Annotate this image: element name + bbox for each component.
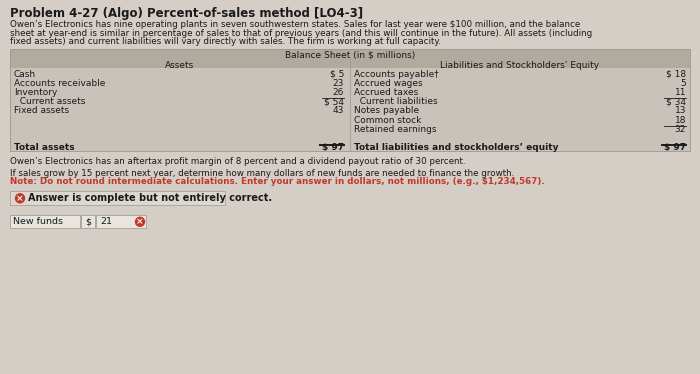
Text: Fixed assets: Fixed assets — [14, 106, 69, 115]
Text: Retained earnings: Retained earnings — [354, 125, 437, 134]
Text: Current liabilities: Current liabilities — [354, 97, 438, 106]
Circle shape — [15, 194, 24, 203]
Text: Problem 4-27 (Algo) Percent-of-sales method [LO4-3]: Problem 4-27 (Algo) Percent-of-sales met… — [10, 7, 363, 20]
Text: $: $ — [85, 217, 91, 226]
Text: 5: 5 — [680, 79, 686, 88]
Text: Owen’s Electronics has nine operating plants in seven southwestern states. Sales: Owen’s Electronics has nine operating pl… — [10, 20, 580, 29]
Bar — [10, 49, 690, 59]
Text: 21: 21 — [100, 217, 112, 226]
FancyBboxPatch shape — [81, 215, 95, 228]
Text: Common stock: Common stock — [354, 116, 421, 125]
Text: 43: 43 — [332, 106, 344, 115]
Circle shape — [136, 217, 144, 226]
Text: Total liabilities and stockholders’ equity: Total liabilities and stockholders’ equi… — [354, 143, 559, 152]
Text: Balance Sheet (in $ millions): Balance Sheet (in $ millions) — [285, 50, 415, 59]
Text: Accrued wages: Accrued wages — [354, 79, 423, 88]
Text: 26: 26 — [332, 88, 344, 97]
Text: ×: × — [16, 194, 24, 203]
Text: $ 34: $ 34 — [666, 97, 686, 106]
FancyBboxPatch shape — [96, 215, 146, 228]
Text: sheet at year-end is similar in percentage of sales to that of previous years (a: sheet at year-end is similar in percenta… — [10, 28, 592, 37]
Bar — [10, 68, 690, 151]
Text: 32: 32 — [675, 125, 686, 134]
FancyBboxPatch shape — [10, 191, 225, 205]
Text: 23: 23 — [332, 79, 344, 88]
Text: $ 97: $ 97 — [322, 143, 344, 152]
Bar — [10, 49, 690, 151]
Text: Cash: Cash — [14, 70, 36, 79]
Text: ×: × — [136, 217, 144, 226]
Text: $ 54: $ 54 — [324, 97, 344, 106]
Text: 11: 11 — [675, 88, 686, 97]
Bar — [10, 59, 690, 68]
Text: $ 18: $ 18 — [666, 70, 686, 79]
Text: Liabilities and Stockholders’ Equity: Liabilities and Stockholders’ Equity — [440, 61, 600, 70]
Text: Inventory: Inventory — [14, 88, 57, 97]
Text: Notes payable: Notes payable — [354, 106, 419, 115]
Text: 13: 13 — [675, 106, 686, 115]
Text: Owen’s Electronics has an aftertax profit margin of 8 percent and a dividend pay: Owen’s Electronics has an aftertax profi… — [10, 157, 466, 166]
Text: 18: 18 — [675, 116, 686, 125]
Text: If sales grow by 15 percent next year, determine how many dollars of new funds a: If sales grow by 15 percent next year, d… — [10, 169, 514, 178]
Text: Answer is complete but not entirely correct.: Answer is complete but not entirely corr… — [28, 193, 272, 203]
Text: Accounts payable†: Accounts payable† — [354, 70, 439, 79]
Text: $ 97: $ 97 — [664, 143, 686, 152]
Text: Accrued taxes: Accrued taxes — [354, 88, 419, 97]
Text: Assets: Assets — [165, 61, 195, 70]
Text: Total assets: Total assets — [14, 143, 75, 152]
Text: Current assets: Current assets — [14, 97, 85, 106]
Text: Note: Do not round intermediate calculations. Enter your answer in dollars, not : Note: Do not round intermediate calculat… — [10, 177, 545, 186]
Text: New funds: New funds — [13, 217, 63, 226]
Text: fixed assets) and current liabilities will vary directly with sales. The firm is: fixed assets) and current liabilities wi… — [10, 37, 441, 46]
Text: $ 5: $ 5 — [330, 70, 344, 79]
Text: Accounts receivable: Accounts receivable — [14, 79, 106, 88]
FancyBboxPatch shape — [10, 215, 80, 228]
